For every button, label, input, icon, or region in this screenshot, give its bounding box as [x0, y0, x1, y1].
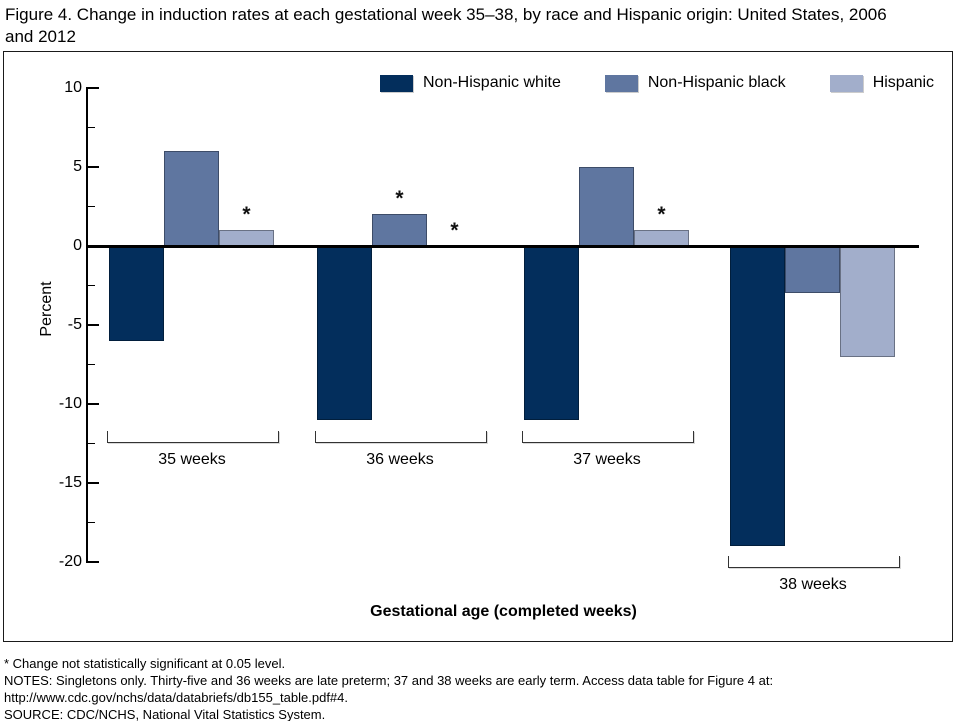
y-axis-tick — [88, 166, 99, 168]
category-bracket — [522, 431, 694, 443]
bar-non-hispanic-white-38-weeks — [730, 246, 785, 547]
legend-label: Non-Hispanic black — [647, 74, 786, 91]
legend-label: Hispanic — [872, 74, 935, 91]
category-bracket — [315, 431, 487, 443]
y-axis-minor-tick — [88, 206, 95, 208]
bar-hispanic-38-weeks — [840, 246, 895, 357]
y-axis-tick-label: 10 — [64, 79, 82, 96]
legend-label: Non-Hispanic white — [423, 74, 561, 91]
figure-title: Figure 4. Change in induction rates at e… — [5, 4, 955, 48]
y-axis-tick-label: -15 — [58, 474, 82, 491]
y-axis-tick — [88, 482, 99, 484]
footnote-source: SOURCE: CDC/NCHS, National Vital Statist… — [4, 707, 326, 721]
bar-non-hispanic-black-38-weeks — [785, 246, 840, 294]
bar-non-hispanic-black-35-weeks — [164, 151, 219, 246]
figure-title-line1: Figure 4. Change in induction rates at e… — [5, 5, 887, 24]
bar-non-hispanic-black-36-weeks — [372, 214, 427, 246]
y-axis-minor-tick — [88, 127, 95, 129]
y-axis-tick-label: -10 — [58, 395, 82, 412]
y-axis-minor-tick — [88, 522, 95, 524]
zero-line — [87, 244, 919, 248]
y-axis-minor-tick — [88, 285, 95, 287]
legend-item: Non-Hispanic white — [380, 74, 561, 92]
y-axis-tick-label: -5 — [67, 316, 82, 333]
chart-area: Non-Hispanic white Non-Hispanic black Hisp… — [3, 51, 953, 642]
y-axis-tick-label: 5 — [73, 158, 82, 175]
footnote-notes: NOTES: Singletons only. Thirty-five and … — [4, 673, 777, 705]
y-axis-tick — [88, 87, 99, 89]
figure-title-line2: and 2012 — [5, 27, 76, 46]
category-label: 35 weeks — [158, 451, 226, 468]
not-significant-asterisk: * — [242, 203, 251, 227]
bar-non-hispanic-white-37-weeks — [524, 246, 579, 420]
category-label: 36 weeks — [366, 451, 434, 468]
legend-swatch-icon — [604, 74, 638, 92]
x-axis-title: Gestational age (completed weeks) — [370, 603, 637, 620]
not-significant-asterisk: * — [657, 203, 666, 227]
y-axis-tick-label: 0 — [73, 237, 82, 254]
bar-non-hispanic-white-36-weeks — [317, 246, 372, 420]
y-axis-tick — [88, 403, 99, 405]
footnote-significance: * Change not statistically significant a… — [4, 656, 286, 671]
not-significant-asterisk: * — [395, 187, 404, 211]
category-label: 38 weeks — [779, 576, 847, 593]
category-bracket — [728, 556, 900, 568]
y-axis-tick-label: -20 — [58, 553, 82, 570]
y-axis-line — [86, 87, 88, 563]
y-axis-minor-tick — [88, 443, 95, 445]
y-axis-tick — [88, 561, 99, 563]
bar-non-hispanic-black-37-weeks — [579, 167, 634, 246]
y-axis-title: Percent — [38, 281, 55, 337]
legend-swatch-icon — [380, 74, 413, 92]
footnotes: * Change not statistically significant a… — [4, 655, 956, 721]
category-bracket — [107, 431, 279, 443]
plot-area: 10 5 0 -5 -10 -15 -20 * * * * 35 weeks 36 weeks 37 we… — [4, 52, 952, 641]
legend-item: Non-Hispanic black — [604, 74, 786, 92]
y-axis-tick — [88, 324, 99, 326]
chart-legend: Non-Hispanic white Non-Hispanic black Hisp… — [380, 74, 934, 92]
bar-non-hispanic-white-35-weeks — [109, 246, 164, 341]
category-label: 37 weeks — [573, 451, 641, 468]
not-significant-asterisk: * — [450, 219, 459, 242]
legend-item: Hispanic — [829, 74, 935, 92]
legend-swatch-icon — [829, 74, 863, 92]
y-axis-minor-tick — [88, 364, 95, 366]
